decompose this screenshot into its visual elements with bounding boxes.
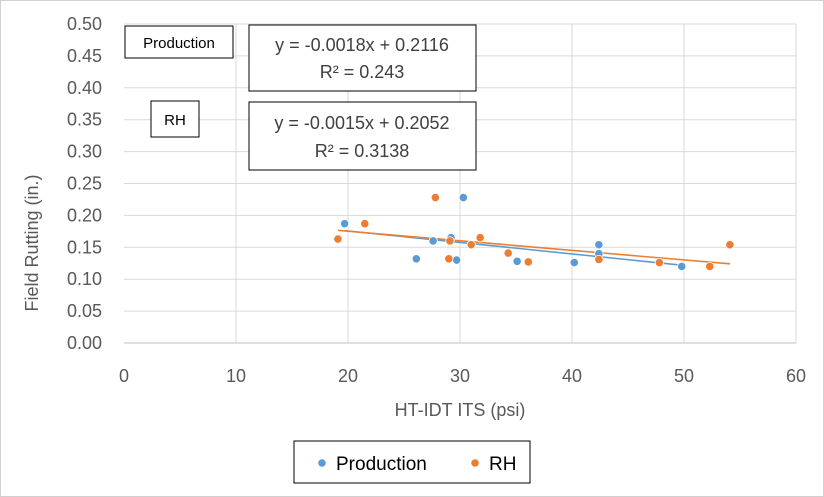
legend-label-production: Production [336,454,427,475]
x-tick-label: 60 [786,366,806,386]
point-rh [444,254,454,264]
legend-marker-rh [470,458,480,468]
production-equation: y = -0.0018x + 0.2116 [275,35,449,55]
data-points [333,192,735,272]
x-tick-label: 20 [338,366,358,386]
x-axis-title: HT-IDT ITS (psi) [395,400,526,420]
legend: Production RH [293,440,531,484]
production-label-box: Production [124,25,234,59]
legend-label-rh: RH [489,454,516,475]
point-production [677,261,687,272]
production-equation-box: y = -0.0018x + 0.2116 R² = 0.243 [248,24,477,92]
y-tick-label: 0.45 [67,46,102,66]
trendlines [337,229,730,266]
point-rh [705,261,715,272]
y-tick-label: 0.10 [67,269,102,289]
point-production [411,254,421,264]
y-tick-label: 0.05 [67,301,102,321]
point-rh [523,257,533,267]
x-tick-label: 50 [674,366,694,386]
point-rh [725,240,735,250]
y-axis-title: Field Rutting (in.) [22,174,42,311]
x-tick-label: 10 [226,366,246,386]
point-production [452,255,462,265]
point-rh [503,248,513,258]
rh-r-squared: R² = 0.3138 [315,141,410,161]
x-axis-ticks: 0 10 20 30 40 50 60 [119,366,806,386]
point-production [569,258,579,268]
point-rh [360,219,370,229]
point-production [458,192,468,203]
y-tick-label: 0.40 [67,78,102,98]
point-rh [445,236,455,246]
x-tick-label: 0 [119,366,129,386]
y-axis-ticks: 0.00 0.05 0.10 0.15 0.20 0.25 0.30 0.35 0.40 0.45… [67,14,102,353]
point-rh [654,258,664,268]
point-production [340,219,350,229]
production-r-squared: R² = 0.243 [320,62,405,82]
point-rh [475,233,485,243]
y-tick-label: 0.15 [67,237,102,257]
x-tick-label: 30 [450,366,470,386]
y-tick-label: 0.35 [67,110,102,130]
y-tick-label: 0.00 [67,333,102,353]
legend-box [293,440,531,484]
y-tick-label: 0.30 [67,142,102,162]
point-rh [594,254,604,265]
point-production [512,256,522,266]
point-rh [466,240,476,250]
rh-equation: y = -0.0015x + 0.2052 [274,113,449,133]
y-tick-label: 0.25 [67,174,102,194]
rh-equation-box: y = -0.0015x + 0.2052 R² = 0.3138 [248,101,477,171]
legend-marker-production [317,458,327,468]
x-tick-label: 40 [562,366,582,386]
point-production [594,240,604,250]
trendline-rh [337,229,730,265]
point-rh [333,234,343,244]
point-production [428,236,438,246]
point-rh [430,192,440,203]
y-tick-label: 0.50 [67,14,102,34]
rh-label-text: RH [164,112,186,129]
rh-label-box: RH [150,100,200,138]
y-tick-label: 0.20 [67,205,102,225]
production-label-text: Production [143,35,215,52]
